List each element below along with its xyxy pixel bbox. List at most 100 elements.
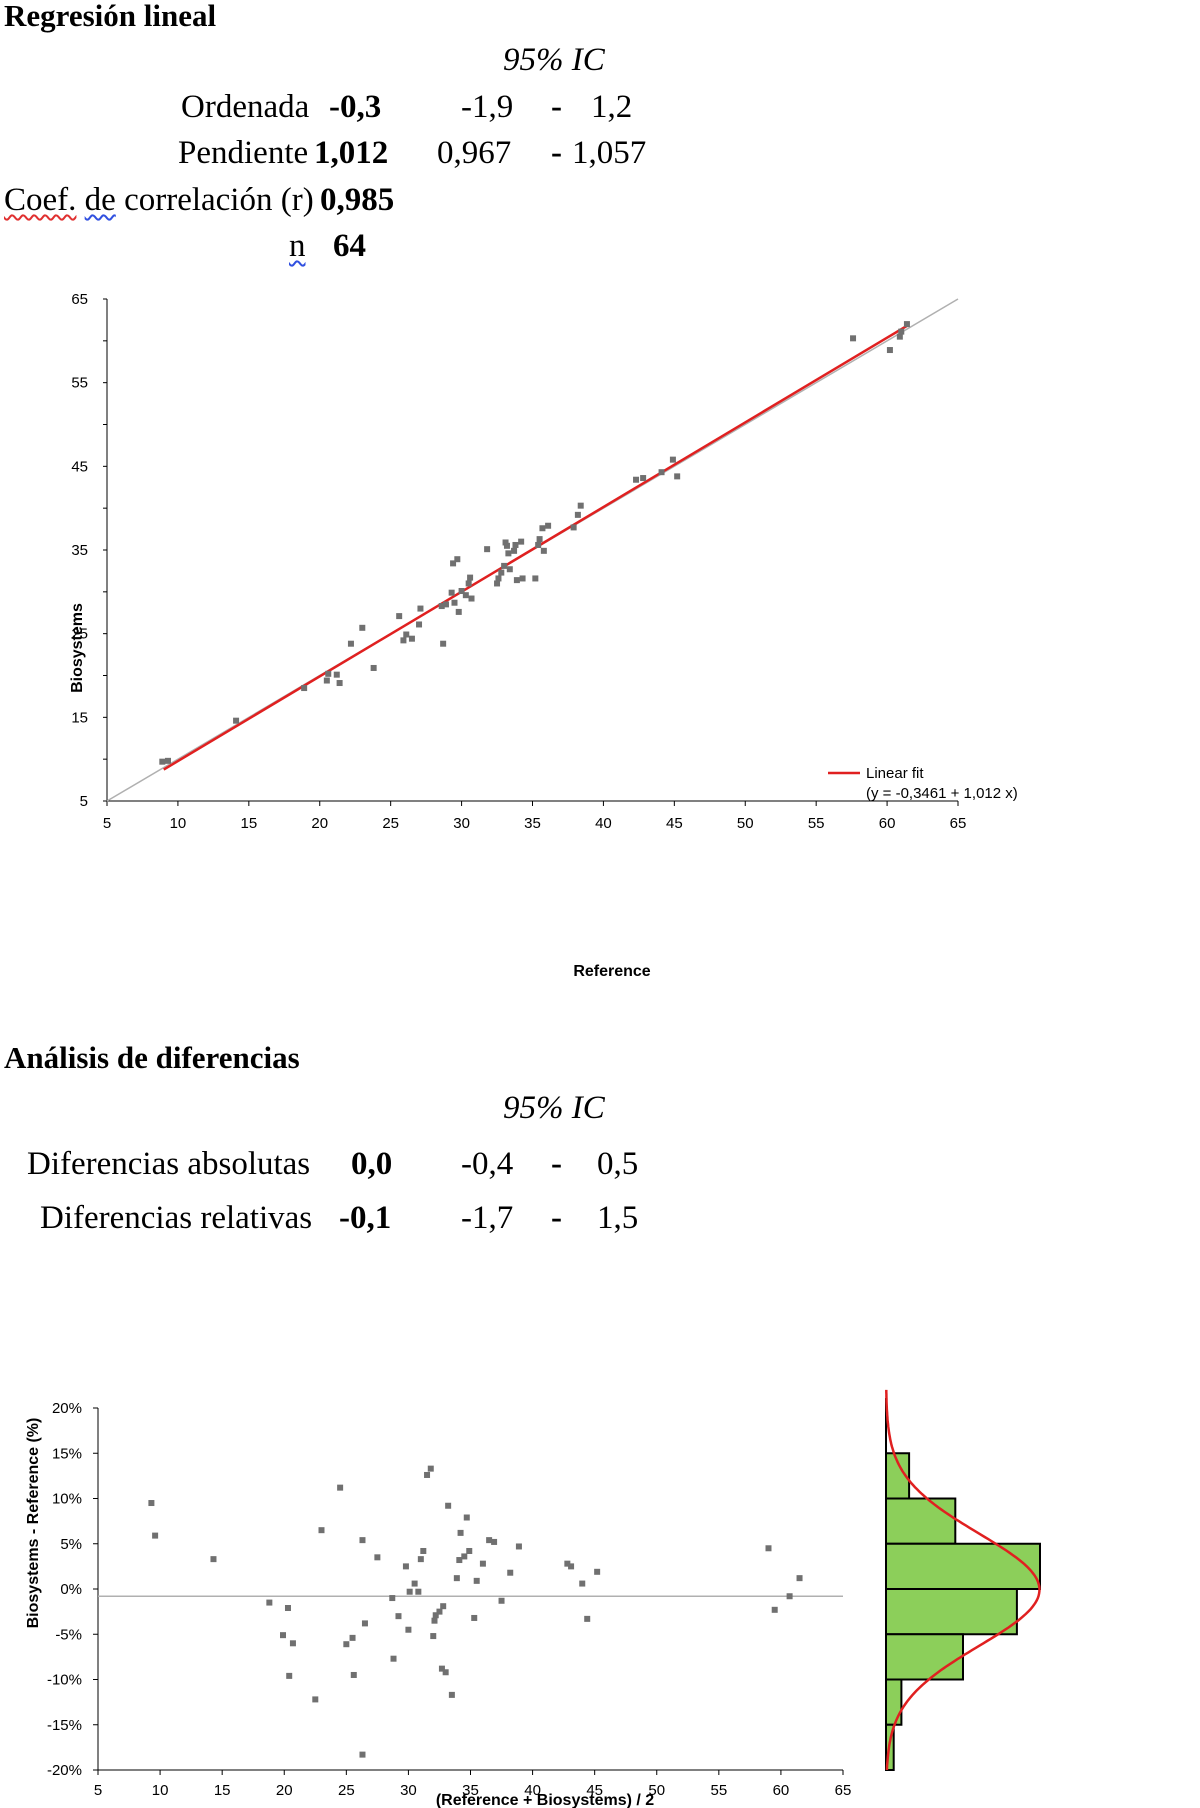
difference-point — [765, 1545, 772, 1552]
regression-point — [503, 542, 510, 549]
regression-point — [505, 550, 512, 557]
difference-point — [594, 1568, 601, 1575]
regression-ci-header: 95% IC — [503, 42, 605, 78]
histogram-bar — [885, 1542, 1041, 1590]
abs-diff-ci-dash: - — [551, 1146, 562, 1182]
x-tick-label: 50 — [648, 1782, 665, 1799]
regression-point — [669, 456, 676, 463]
regression-point — [570, 524, 577, 531]
difference-point — [568, 1563, 575, 1570]
y-tick-label: 10% — [52, 1491, 82, 1508]
regression-point — [484, 546, 491, 553]
difference-point — [432, 1612, 439, 1619]
ordenada-ci-dash: - — [551, 89, 562, 125]
regression-point — [506, 566, 513, 573]
difference-point — [471, 1614, 478, 1621]
difference-point — [427, 1465, 434, 1472]
regression-point — [451, 599, 458, 606]
difference-point — [491, 1538, 498, 1545]
ordenada-ci-low: -1,9 — [461, 89, 514, 125]
regression-point — [347, 640, 354, 647]
x-tick-label: 15 — [214, 1782, 231, 1799]
regression-point — [640, 475, 647, 482]
difference-point — [424, 1471, 431, 1478]
n-label: n — [289, 228, 306, 264]
regression-point — [370, 664, 377, 671]
x-tick-label: 30 — [400, 1782, 417, 1799]
regression-point — [545, 522, 552, 529]
differences-section-title: Análisis de diferencias — [4, 1040, 300, 1075]
pendiente-ci-high: 1,057 — [572, 135, 647, 171]
regression-point — [301, 685, 308, 692]
x-tick-label: 60 — [879, 815, 896, 832]
difference-point — [453, 1575, 460, 1582]
regression-point — [896, 333, 903, 340]
rel-diff-label: Diferencias relativas — [40, 1200, 313, 1236]
correlation-label: Coef. de correlación (r) — [4, 182, 314, 219]
regression-point — [535, 541, 542, 548]
pendiente-value: 1,012 — [314, 135, 389, 171]
pendiente-ci-low: 0,967 — [437, 135, 512, 171]
x-tick-label: 40 — [524, 1782, 541, 1799]
regression-point — [468, 595, 475, 602]
x-tick-label: 15 — [240, 815, 257, 832]
abs-diff-label: Diferencias absolutas — [27, 1146, 311, 1182]
difference-point — [337, 1484, 344, 1491]
x-tick-label: 10 — [170, 815, 187, 832]
regression-point — [408, 635, 415, 642]
difference-point — [395, 1613, 402, 1620]
x-tick-label: 25 — [382, 815, 399, 832]
histogram-bar — [885, 1588, 1018, 1636]
correlation-label-c: correlación (r) — [124, 182, 314, 218]
ordenada-value: -0,3 — [329, 89, 382, 125]
difference-point — [359, 1751, 366, 1758]
regression-y-axis-label: Biosystems — [69, 603, 86, 693]
x-tick-label: 40 — [595, 815, 612, 832]
difference-point — [486, 1537, 493, 1544]
difference-point — [456, 1557, 463, 1564]
difference-point — [318, 1527, 325, 1534]
regression-point — [886, 347, 893, 354]
regression-point — [658, 469, 665, 476]
difference-point — [350, 1671, 357, 1678]
difference-point — [786, 1593, 793, 1600]
difference-point — [564, 1560, 571, 1567]
x-tick-label: 35 — [462, 1782, 479, 1799]
regression-x-axis-label: Reference — [573, 963, 650, 980]
difference-point — [390, 1655, 397, 1662]
correlation-label-b: de — [84, 182, 116, 218]
difference-point — [466, 1547, 473, 1554]
regression-point — [164, 757, 171, 764]
difference-point — [771, 1606, 778, 1613]
difference-point — [406, 1588, 413, 1595]
y-tick-label: 35 — [71, 542, 88, 559]
regression-point — [674, 473, 681, 480]
regression-point — [448, 589, 455, 596]
regression-point — [518, 538, 525, 545]
difference-point — [431, 1617, 438, 1624]
regression-point — [498, 569, 505, 576]
regression-point — [539, 525, 546, 532]
difference-point — [796, 1575, 803, 1582]
difference-point — [286, 1672, 293, 1679]
regression-point — [501, 562, 508, 569]
difference-x-axis-label: (Reference + Biosystems) / 2 — [436, 1792, 654, 1808]
regression-point — [495, 575, 502, 582]
regression-point — [438, 603, 445, 610]
regression-point — [850, 335, 857, 342]
difference-point — [415, 1588, 422, 1595]
x-tick-label: 20 — [276, 1782, 293, 1799]
y-tick-label: 0% — [60, 1581, 82, 1598]
rel-diff-ci-high: 1,5 — [597, 1200, 639, 1236]
y-tick-label: 45 — [71, 458, 88, 475]
difference-point — [402, 1563, 409, 1570]
y-tick-label: 15 — [71, 709, 88, 726]
difference-point — [436, 1608, 443, 1615]
regression-point — [898, 328, 905, 335]
y-tick-label: 5 — [80, 793, 88, 810]
difference-point — [579, 1580, 586, 1587]
difference-y-axis-label: Biosystems - Reference (%) — [25, 1418, 42, 1629]
y-tick-label: 25 — [71, 626, 88, 643]
abs-diff-ci-low: -0,4 — [461, 1146, 514, 1182]
regression-chart: 5 10 15 20 25 30 35 40 45 50 55 60 65 5 15 25 35 45 55 65 L… — [69, 291, 1018, 980]
